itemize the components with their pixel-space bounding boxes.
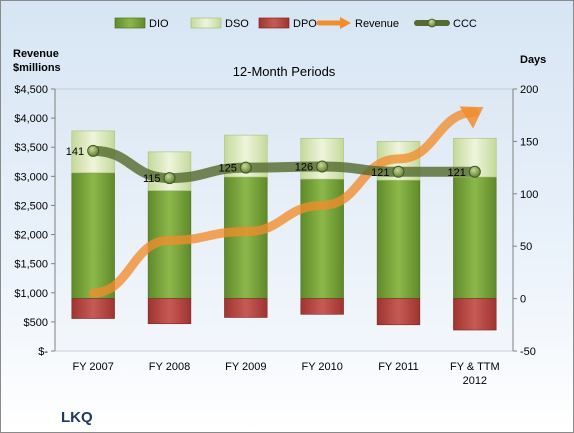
bar-dso xyxy=(147,151,192,191)
right-tick-label: 150 xyxy=(520,136,538,148)
ccc-data-label: 126 xyxy=(295,162,313,174)
ccc-data-label: 115 xyxy=(143,173,161,185)
company-name: LKQ xyxy=(61,409,93,426)
legend-swatch-dio xyxy=(114,17,146,29)
ccc-data-label: 125 xyxy=(218,163,236,175)
revenue-arrowhead xyxy=(459,106,484,129)
right-tick-label: 200 xyxy=(520,84,538,96)
ccc-series: 141 115 125 126 121 121 xyxy=(66,144,481,185)
right-tick-label: -50 xyxy=(520,346,536,358)
bar-dio xyxy=(224,176,268,299)
left-tick-label: $4,000 xyxy=(14,113,48,125)
legend: DIO DSO DPO Revenue CCC xyxy=(114,17,477,30)
left-tick-label: $2,500 xyxy=(14,200,48,212)
x-axis-label: FY & TTM xyxy=(450,361,500,373)
left-axis-title-line-2: $millions xyxy=(13,62,61,74)
x-axis-label: FY 2007 xyxy=(72,361,113,373)
bar-dpo xyxy=(224,298,268,318)
left-tick-label: $500 xyxy=(24,317,48,329)
legend-arrowhead-revenue xyxy=(340,17,351,29)
left-axis-ticks: $- $500 $1,000 $1,500 $2,000 $2,500 $3,000 $3,5… xyxy=(14,84,56,358)
x-axis-label: FY 2008 xyxy=(149,361,190,373)
bars xyxy=(71,130,497,331)
chart-title: 12-Month Periods xyxy=(233,64,336,79)
right-axis-ticks: -50 0 50 100 150 200 xyxy=(512,84,538,358)
left-tick-label: $- xyxy=(38,346,48,358)
bar-dpo xyxy=(147,298,192,325)
bar-dio xyxy=(300,178,344,299)
left-tick-label: $1,000 xyxy=(14,288,48,300)
ccc-marker xyxy=(239,161,252,174)
legend-label-dpo: DPO xyxy=(293,18,317,30)
ccc-data-label: 141 xyxy=(66,146,84,158)
legend-label-revenue: Revenue xyxy=(355,18,399,30)
left-tick-label: $2,000 xyxy=(14,230,48,242)
x-axis-label: 2012 xyxy=(463,375,487,387)
revenue-line xyxy=(88,107,480,298)
ccc-marker xyxy=(468,165,481,178)
ccc-marker xyxy=(392,165,405,178)
ccc-marker xyxy=(316,160,329,173)
bar-dio xyxy=(453,176,497,299)
ccc-marker xyxy=(87,144,100,157)
legend-swatch-dso xyxy=(190,17,222,29)
bar-dpo xyxy=(300,298,344,315)
ccc-data-label: 121 xyxy=(447,167,465,179)
left-axis-title-line-1: Revenue xyxy=(13,48,59,60)
bar-dpo xyxy=(376,298,421,326)
right-tick-label: 50 xyxy=(520,241,532,253)
revenue-series xyxy=(88,106,484,298)
x-axis-labels: FY 2007 FY 2008 FY 2009 FY 2010 FY 2011 FY & … xyxy=(72,361,499,387)
legend-label-dio: DIO xyxy=(149,18,169,30)
bar-dio xyxy=(376,179,421,299)
right-tick-label: 100 xyxy=(520,189,538,201)
left-tick-label: $3,000 xyxy=(14,171,48,183)
legend-label-dso: DSO xyxy=(225,18,249,30)
legend-marker-ccc xyxy=(427,18,437,28)
ccc-data-label: 121 xyxy=(371,167,389,179)
ccc-marker xyxy=(163,172,176,185)
bar-dpo xyxy=(453,298,497,331)
legend-label-ccc: CCC xyxy=(453,18,477,30)
left-tick-label: $4,500 xyxy=(14,84,48,96)
left-tick-label: $3,500 xyxy=(14,142,48,154)
x-axis-label: FY 2011 xyxy=(378,361,419,373)
left-tick-label: $1,500 xyxy=(14,259,48,271)
right-tick-label: 0 xyxy=(520,294,526,306)
bar-dio xyxy=(71,172,115,299)
x-axis-label: FY 2009 xyxy=(225,361,266,373)
right-axis-title: Days xyxy=(520,54,546,66)
bar-dpo xyxy=(71,298,115,319)
x-axis-label: FY 2010 xyxy=(301,361,342,373)
legend-swatch-dpo xyxy=(258,17,290,29)
